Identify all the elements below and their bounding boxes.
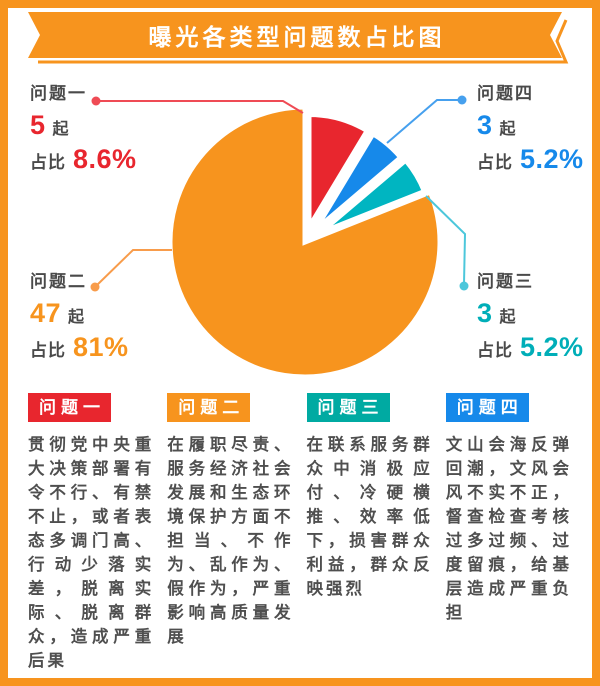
callout-count-row: 3 起	[477, 299, 584, 327]
callout-title: 问题一	[30, 84, 87, 103]
pie-slice-问题三	[317, 156, 428, 236]
leader-dot-问题一	[91, 96, 101, 106]
leader-line-问题二	[94, 249, 172, 288]
callout-problem-1: 问题一 5 起 占比 8.6%	[30, 83, 137, 173]
callout-problem-2: 问题二 47 起 占比 81%	[30, 271, 129, 361]
callout-unit: 起	[499, 309, 517, 326]
section-badge: 问题四	[445, 393, 529, 422]
leader-dot-问题三	[459, 281, 469, 291]
callout-count-row: 47 起	[30, 299, 129, 327]
callout-title: 问题三	[477, 272, 534, 291]
problem-sections: 问题一 贯彻党中央重大决策部署有令不行、有禁不止，或者表态多调门高、行动少落实差…	[28, 393, 572, 673]
leader-line-问题一	[96, 100, 304, 114]
callout-title: 问题四	[477, 84, 534, 103]
callout-count: 3	[477, 110, 493, 140]
callout-percent: 81%	[73, 332, 129, 362]
pie-slice-问题一	[306, 111, 371, 237]
leader-dot-问题四	[457, 95, 467, 105]
callout-percent: 8.6%	[73, 144, 137, 174]
callout-percent-row: 占比 8.6%	[30, 145, 137, 173]
callout-percent: 5.2%	[520, 332, 584, 362]
callout-count-row: 5 起	[30, 111, 137, 139]
callout-ratio-label: 占比	[30, 153, 66, 172]
callout-count: 47	[30, 298, 62, 328]
callout-percent-row: 占比 5.2%	[477, 145, 584, 173]
callout-problem-3: 问题三 3 起 占比 5.2%	[477, 271, 584, 361]
callout-unit: 起	[68, 309, 86, 326]
callout-unit: 起	[52, 121, 70, 138]
callout-percent: 5.2%	[520, 144, 584, 174]
callout-count: 5	[30, 110, 46, 140]
section-body: 在联系服务群众中消极应付、冷硬横推、效率低下，损害群众利益，群众反映强烈	[306, 436, 433, 598]
pie-chart	[167, 104, 443, 380]
callout-percent-row: 占比 5.2%	[477, 333, 584, 361]
callout-unit: 起	[499, 121, 517, 138]
section-badge: 问题三	[306, 393, 390, 422]
section-problem-3: 问题三 在联系服务群众中消极应付、冷硬横推、效率低下，损害群众利益，群众反映强烈	[306, 393, 433, 673]
section-body: 文山会海反弹回潮，文风会风不实不正，督查检查考核过多过频、过度留痕，给基层造成严…	[445, 436, 572, 622]
section-problem-1: 问题一 贯彻党中央重大决策部署有令不行、有禁不止，或者表态多调门高、行动少落实差…	[28, 393, 154, 673]
callout-problem-4: 问题四 3 起 占比 5.2%	[477, 83, 584, 173]
callout-ratio-label: 占比	[30, 341, 66, 360]
title-banner: 曝光各类型问题数占比图	[28, 12, 562, 58]
callout-ratio-label: 占比	[477, 341, 513, 360]
callout-count: 3	[477, 298, 493, 328]
leader-line-问题四	[386, 99, 462, 144]
callout-ratio-label: 占比	[477, 153, 513, 172]
section-body: 在履职尽责、服务经济社会发展和生态环境保护方面不担当、不作为、乱作为、假作为，严…	[167, 436, 294, 646]
callout-count-row: 3 起	[477, 111, 584, 139]
pie-slice-问题二	[167, 104, 443, 380]
section-body: 贯彻党中央重大决策部署有令不行、有禁不止，或者表态多调门高、行动少落实差，脱离实…	[28, 436, 155, 670]
section-badge: 问题一	[28, 393, 111, 422]
section-badge: 问题二	[167, 393, 251, 422]
leader-line-问题三	[425, 195, 467, 285]
callout-title: 问题二	[30, 272, 87, 291]
page-title: 曝光各类型问题数占比图	[148, 24, 446, 50]
section-problem-4: 问题四 文山会海反弹回潮，文风会风不实不正，督查检查考核过多过频、过度留痕，给基…	[445, 393, 572, 673]
section-problem-2: 问题二 在履职尽责、服务经济社会发展和生态环境保护方面不担当、不作为、乱作为、假…	[167, 393, 293, 673]
ribbon-shadow-line	[38, 19, 569, 64]
callout-lines	[90, 95, 469, 292]
pie-slice-问题四	[312, 130, 405, 233]
leader-dot-问题二	[90, 282, 100, 292]
callout-percent-row: 占比 81%	[30, 333, 129, 361]
